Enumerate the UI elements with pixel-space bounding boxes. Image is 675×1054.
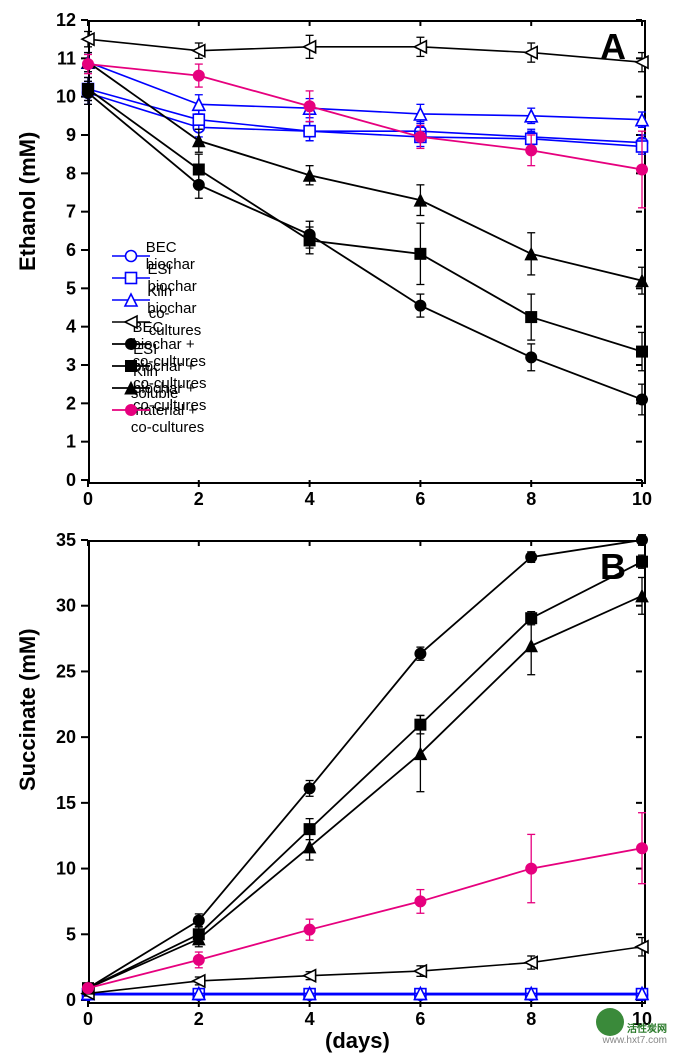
ylabel-b: Succinate (mM) [15, 751, 41, 791]
watermark: 活性炭网 www.hxt7.com [596, 1008, 667, 1046]
svg-text:0: 0 [83, 1009, 93, 1029]
svg-text:15: 15 [56, 793, 76, 813]
svg-text:0: 0 [66, 990, 76, 1010]
svg-text:35: 35 [56, 530, 76, 550]
figure-container: 02468100123456789101112 Ethanol (mM) A B… [0, 0, 675, 1052]
panel-label-b: B [600, 546, 626, 588]
watermark-brand: 活性炭网 [627, 1024, 667, 1035]
svg-text:25: 25 [56, 661, 76, 681]
svg-text:2: 2 [194, 1009, 204, 1029]
svg-text:30: 30 [56, 596, 76, 616]
svg-text:20: 20 [56, 727, 76, 747]
svg-text:4: 4 [305, 1009, 315, 1029]
chart-svg-b: 024681005101520253035 [0, 0, 675, 1052]
svg-text:6: 6 [415, 1009, 425, 1029]
svg-text:8: 8 [526, 1009, 536, 1029]
watermark-logo-icon [596, 1008, 624, 1036]
watermark-url: www.hxt7.com [603, 1035, 667, 1046]
svg-text:5: 5 [66, 924, 76, 944]
xlabel-b: (days) [325, 1028, 390, 1054]
svg-text:10: 10 [56, 859, 76, 879]
